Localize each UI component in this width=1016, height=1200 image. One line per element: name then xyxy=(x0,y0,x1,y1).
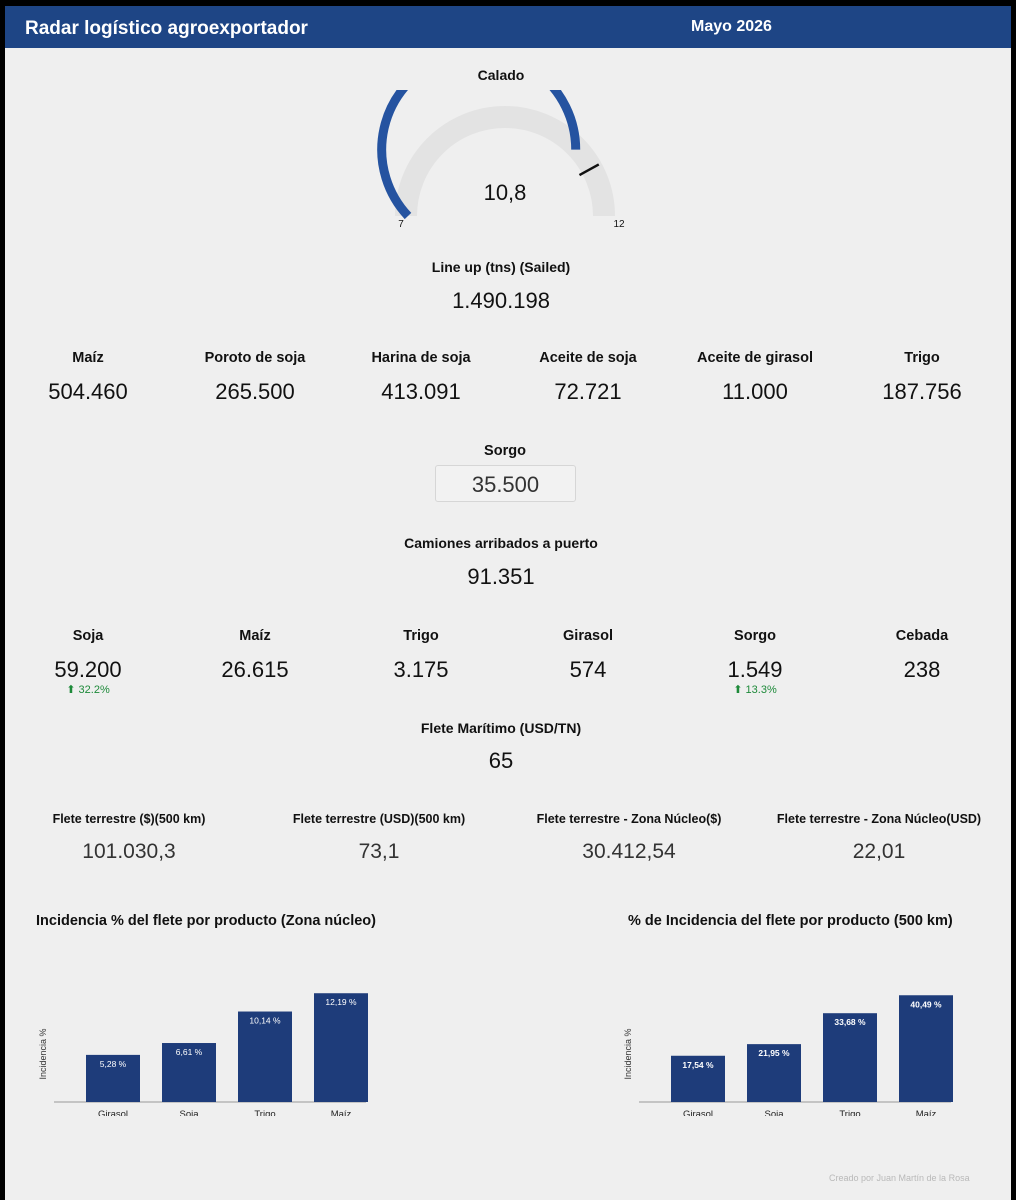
camiones-item-label: Cebada xyxy=(895,628,949,644)
camiones-item-value: 238 xyxy=(903,657,941,682)
lineup-item-value: 413.091 xyxy=(381,379,461,404)
camiones-item-value: 26.615 xyxy=(221,657,289,682)
bar xyxy=(162,1043,216,1102)
gauge-target-marker xyxy=(578,163,600,177)
bar-chart-zona-nucleo: Incidencia % 5,28 % Girasol 6,61 % Soja 10,14… xyxy=(38,993,368,1116)
bar xyxy=(899,995,953,1102)
camiones-item-label: Maíz xyxy=(239,628,271,644)
bar-data-label: 6,61 % xyxy=(176,1047,203,1057)
gauge-min-label: 7 xyxy=(398,219,404,230)
bar-data-label: 21,95 % xyxy=(758,1048,790,1058)
x-tick-label: Maíz xyxy=(916,1109,937,1116)
camiones-item-label: Sorgo xyxy=(734,628,776,644)
camiones-item-value: 59.200 xyxy=(54,657,122,682)
lineup-item-label: Trigo xyxy=(904,350,940,366)
gauge-fill xyxy=(377,90,581,220)
calado-label: Calado xyxy=(477,67,525,83)
lineup-item-value: 265.500 xyxy=(215,379,295,404)
y-axis-label: Incidencia % xyxy=(623,1028,633,1079)
x-tick-label: Trigo xyxy=(254,1109,275,1116)
gauge-max-label: 12 xyxy=(613,219,625,230)
flete-terrestre-label: Flete terrestre (USD)(500 km) xyxy=(292,812,466,826)
camiones-item-delta: ⬆ 13.3% xyxy=(733,684,777,696)
dashboard-page: Radar logístico agroexportador Mayo 2026… xyxy=(5,6,1011,1200)
bar xyxy=(671,1055,725,1102)
lineup-item-label: Aceite de soja xyxy=(539,350,637,366)
flete-terrestre-label: Flete terrestre ($)(500 km) xyxy=(52,812,206,826)
camiones-item-label: Soja xyxy=(72,628,104,644)
x-tick-label: Girasol xyxy=(98,1109,128,1116)
bar-data-label: 10,14 % xyxy=(249,1016,281,1026)
flete-maritimo-label: Flete Marítimo (USD/TN) xyxy=(420,720,582,736)
bar-data-label: 5,28 % xyxy=(100,1059,127,1069)
lineup-label: Line up (tns) (Sailed) xyxy=(431,259,571,275)
calado-gauge: 7 12 10,8 xyxy=(377,90,625,230)
camiones-item-label: Trigo xyxy=(403,628,439,644)
chart-title-zona-nucleo: Incidencia % del flete por producto (Zon… xyxy=(36,913,376,929)
camiones-item-value: 574 xyxy=(569,657,607,682)
camiones-label: Camiones arribados a puerto xyxy=(404,535,598,551)
lineup-item-value: 72.721 xyxy=(554,379,622,404)
camiones-item-value: 1.549 xyxy=(727,657,783,682)
camiones-item-label: Girasol xyxy=(563,628,613,644)
lineup-item-value: 504.460 xyxy=(48,379,128,404)
flete-terrestre-value: 22,01 xyxy=(852,840,906,863)
bar-chart-500km: Incidencia % 17,54 % Girasol 21,95 % Soja 33,… xyxy=(623,995,953,1116)
dashboard-title: Radar logístico agroexportador xyxy=(25,18,308,39)
flete-terrestre-value: 30.412,54 xyxy=(582,840,676,863)
footer-credit: Creado por Juan Martín de la Rosa xyxy=(829,1173,970,1183)
lineup-item-label: Maíz xyxy=(72,350,104,366)
y-axis-label: Incidencia % xyxy=(38,1028,48,1079)
gauge-track xyxy=(395,106,615,217)
x-tick-label: Soja xyxy=(179,1109,199,1116)
camiones-total: 91.351 xyxy=(467,564,535,589)
bar xyxy=(86,1054,140,1102)
sorgo-value-box: 35.500 xyxy=(435,465,576,502)
bar-data-label: 40,49 % xyxy=(910,999,942,1009)
lineup-item-label: Poroto de soja xyxy=(204,350,306,366)
x-tick-label: Maíz xyxy=(331,1109,352,1116)
flete-terrestre-value: 101.030,3 xyxy=(82,840,176,863)
lineup-total: 1.490.198 xyxy=(452,288,550,313)
sorgo-label: Sorgo xyxy=(484,443,526,459)
bar-data-label: 12,19 % xyxy=(325,997,357,1007)
lineup-item-value: 187.756 xyxy=(882,379,962,404)
lineup-item-label: Harina de soja xyxy=(371,350,471,366)
bar xyxy=(238,1011,292,1102)
gauge-value: 10,8 xyxy=(484,180,527,205)
x-tick-label: Soja xyxy=(764,1109,784,1116)
camiones-item-delta: ⬆ 32.2% xyxy=(66,684,110,696)
bar-data-label: 17,54 % xyxy=(682,1060,714,1070)
bar xyxy=(747,1044,801,1102)
x-tick-label: Trigo xyxy=(839,1109,860,1116)
x-tick-label: Girasol xyxy=(683,1109,713,1116)
chart-title-500km: % de Incidencia del flete por producto (… xyxy=(628,913,953,929)
flete-maritimo-value: 65 xyxy=(488,748,514,773)
flete-terrestre-value: 73,1 xyxy=(358,840,400,863)
camiones-item-value: 3.175 xyxy=(393,657,449,682)
bar xyxy=(314,993,368,1102)
lineup-item-label: Aceite de girasol xyxy=(696,350,814,366)
header-bar: Radar logístico agroexportador Mayo 2026 xyxy=(5,6,1011,48)
bar xyxy=(823,1013,877,1102)
bar-data-label: 33,68 % xyxy=(834,1017,866,1027)
flete-terrestre-label: Flete terrestre - Zona Núcleo($) xyxy=(536,812,722,826)
report-date: Mayo 2026 xyxy=(691,18,772,35)
lineup-item-value: 11.000 xyxy=(722,379,788,404)
flete-terrestre-label: Flete terrestre - Zona Núcleo(USD) xyxy=(776,812,982,826)
